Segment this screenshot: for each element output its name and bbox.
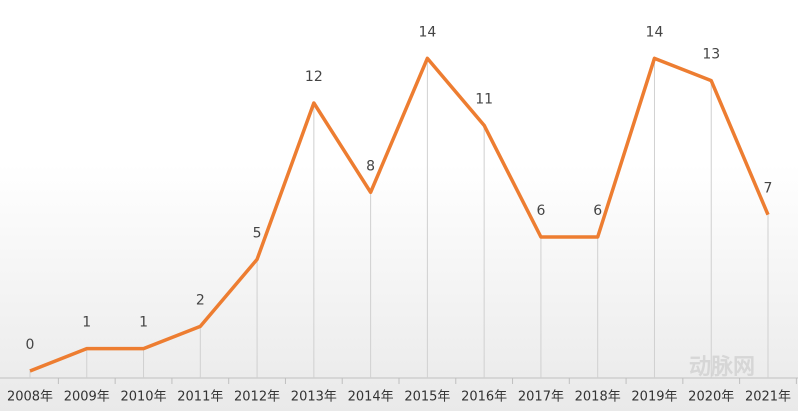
data-label: 5 [253,225,262,241]
line [29,56,770,373]
data-label: 8 [366,158,375,174]
data-label: 14 [646,24,664,40]
x-tick-label: 2011年 [177,390,223,405]
data-label: 6 [593,203,602,219]
data-label: 11 [475,91,493,107]
x-tick-label: 2015年 [404,390,450,405]
x-tick-label: 2010年 [120,390,166,405]
x-tick-label: 2020年 [688,390,734,405]
data-label: 12 [305,69,323,85]
x-tick-label: 2021年 [745,390,791,405]
x-tick-label: 2009年 [64,390,110,405]
data-label: 2 [196,292,205,308]
watermark: 动脉网 [689,355,755,380]
x-tick-label: 2016年 [461,390,507,405]
x-tick-label: 2008年 [7,390,53,405]
x-tick-label: 2014年 [348,390,394,405]
data-label: 13 [702,47,720,63]
data-label: 14 [418,24,436,40]
data-label: 1 [82,315,91,331]
x-tick-label: 2019年 [631,390,677,405]
x-tick-label: 2017年 [518,390,564,405]
data-label: 7 [764,181,773,197]
x-tick-label: 2013年 [291,390,337,405]
data-label: 0 [26,337,35,353]
x-tick-label: 2012年 [234,390,280,405]
data-label: 1 [139,315,148,331]
x-tick-label: 2018年 [575,390,621,405]
data-label: 6 [536,203,545,219]
